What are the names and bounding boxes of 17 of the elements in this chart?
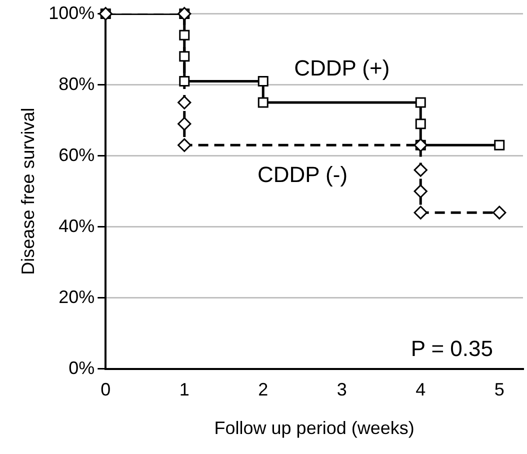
x-tick-label: 2 [258,380,268,400]
y-tick-label: 60% [58,144,95,165]
x-tick-label: 5 [494,380,504,400]
y-tick-label: 20% [58,286,95,307]
x-tick-label: 4 [416,380,426,400]
x-axis-title: Follow up period (weeks) [214,418,414,438]
x-tick-label: 1 [179,380,190,400]
y-tick-label: 40% [58,216,95,236]
x-tick-label: 3 [336,380,347,400]
x-tick-label: 0 [100,380,111,400]
y-axis-title: Disease free survival [18,108,38,275]
y-tick-label: 100% [48,2,95,23]
y-tick-label: 0% [68,358,95,378]
series-label: CDDP (+) [294,56,390,81]
series-label: CDDP (-) [257,162,348,188]
annotation: P = 0.35 [410,336,493,361]
y-tick-label: 80% [58,74,95,94]
